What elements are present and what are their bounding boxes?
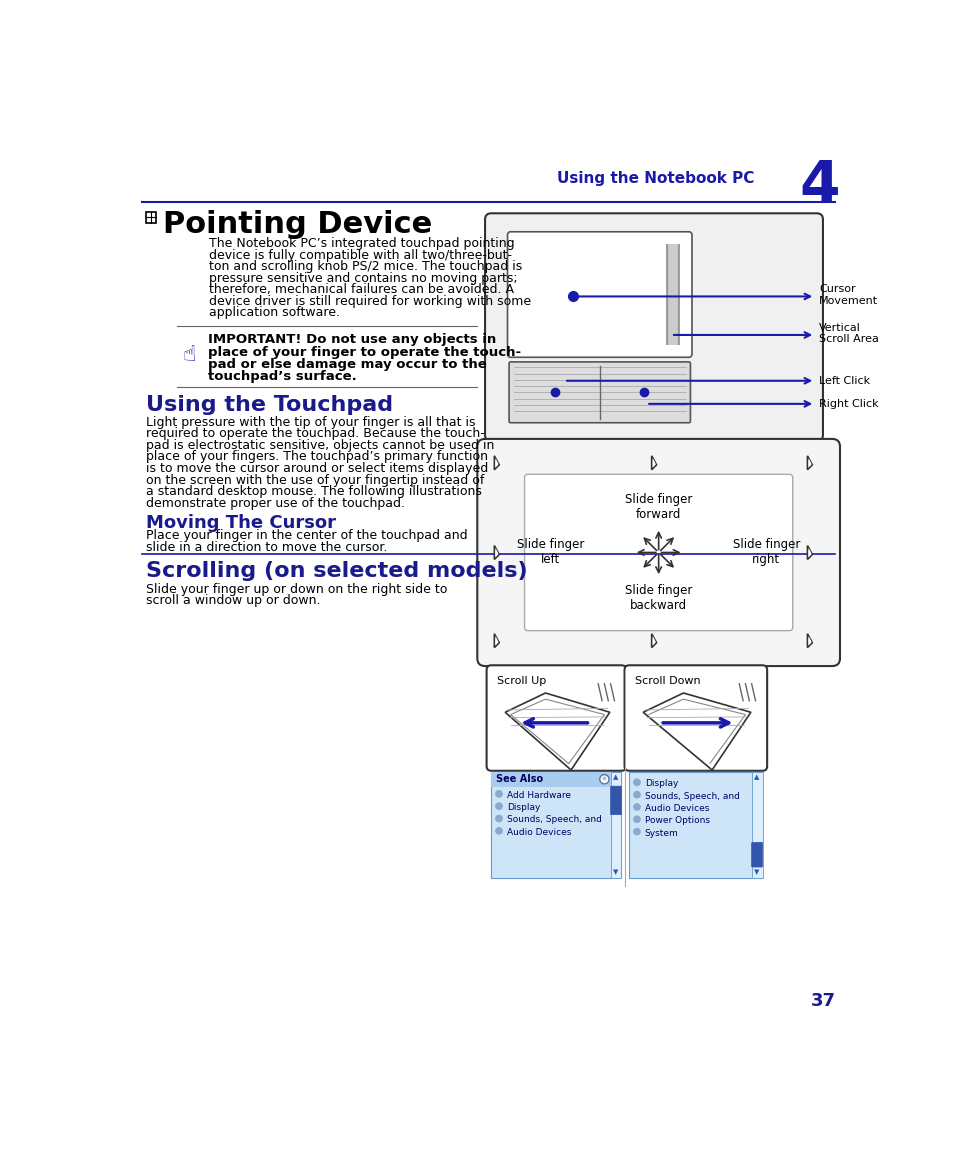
Text: ▲: ▲ — [613, 774, 618, 780]
Circle shape — [495, 790, 502, 798]
FancyBboxPatch shape — [624, 665, 766, 770]
Text: Scrolling (on selected models): Scrolling (on selected models) — [146, 560, 527, 581]
FancyBboxPatch shape — [484, 214, 822, 441]
Circle shape — [495, 803, 502, 810]
Bar — [629, 772, 761, 878]
Polygon shape — [495, 636, 498, 646]
Bar — [610, 772, 620, 878]
Text: Sounds, Speech, and: Sounds, Speech, and — [506, 815, 601, 825]
Text: Place your finger in the center of the touchpad and: Place your finger in the center of the t… — [146, 529, 467, 542]
Polygon shape — [808, 547, 811, 557]
Text: Light pressure with the tip of your finger is all that is: Light pressure with the tip of your fing… — [146, 416, 475, 429]
Polygon shape — [494, 456, 498, 470]
Bar — [491, 772, 620, 878]
FancyBboxPatch shape — [610, 787, 620, 814]
Text: ton and scrolling knob PS/2 mice. The touchpad is: ton and scrolling knob PS/2 mice. The to… — [209, 260, 522, 274]
FancyBboxPatch shape — [476, 439, 840, 666]
Circle shape — [633, 791, 640, 798]
FancyBboxPatch shape — [751, 842, 761, 867]
Text: The Notebook PC’s integrated touchpad pointing: The Notebook PC’s integrated touchpad po… — [209, 237, 515, 251]
Polygon shape — [652, 636, 655, 646]
Text: a standard desktop mouse. The following illustrations: a standard desktop mouse. The following … — [146, 485, 481, 498]
FancyBboxPatch shape — [486, 665, 625, 770]
Circle shape — [633, 828, 640, 835]
Text: therefore, mechanical failures can be avoided. A: therefore, mechanical failures can be av… — [209, 283, 514, 297]
FancyBboxPatch shape — [524, 475, 792, 631]
Text: Scroll Up: Scroll Up — [497, 676, 546, 686]
Text: Right Click: Right Click — [819, 398, 878, 409]
Text: pad or else damage may occur to the: pad or else damage may occur to the — [208, 358, 486, 371]
Text: Slide your finger up or down on the right side to: Slide your finger up or down on the righ… — [146, 583, 447, 596]
Text: Sounds, Speech, and: Sounds, Speech, and — [644, 791, 739, 800]
Polygon shape — [642, 693, 750, 770]
Text: Moving The Cursor: Moving The Cursor — [146, 514, 335, 531]
Text: Using the Notebook PC: Using the Notebook PC — [557, 171, 754, 186]
Text: Audio Devices: Audio Devices — [506, 828, 571, 836]
Text: ☝: ☝ — [183, 345, 196, 365]
Circle shape — [633, 815, 640, 824]
Text: See Also: See Also — [496, 774, 542, 784]
Text: Display: Display — [506, 803, 539, 812]
Text: Display: Display — [644, 780, 678, 788]
Polygon shape — [651, 456, 656, 470]
Text: Slide finger
forward: Slide finger forward — [624, 493, 692, 521]
Text: Audio Devices: Audio Devices — [644, 804, 708, 813]
Text: place of your fingers. The touchpad’s primary function: place of your fingers. The touchpad’s pr… — [146, 450, 487, 463]
Text: Power Options: Power Options — [644, 817, 709, 825]
Text: demonstrate proper use of the touchpad.: demonstrate proper use of the touchpad. — [146, 497, 404, 509]
Text: ▼: ▼ — [613, 870, 618, 875]
Polygon shape — [495, 459, 498, 468]
Polygon shape — [505, 693, 609, 770]
Text: Using the Touchpad: Using the Touchpad — [146, 395, 393, 415]
Circle shape — [599, 775, 608, 784]
Text: Scroll Down: Scroll Down — [635, 676, 700, 686]
Text: System: System — [644, 828, 678, 837]
Polygon shape — [652, 459, 655, 468]
Polygon shape — [808, 459, 811, 468]
Text: place of your finger to operate the touch-: place of your finger to operate the touc… — [208, 345, 520, 359]
Text: Cursor
Movement: Cursor Movement — [819, 284, 878, 306]
Text: scroll a window up or down.: scroll a window up or down. — [146, 595, 320, 608]
Text: Add Hardware: Add Hardware — [506, 791, 570, 799]
Bar — [491, 772, 610, 787]
Circle shape — [633, 803, 640, 811]
Polygon shape — [495, 547, 498, 557]
Text: pad is electrostatic sensitive, objects cannot be used in: pad is electrostatic sensitive, objects … — [146, 439, 494, 452]
Text: Slide finger
right: Slide finger right — [732, 538, 800, 566]
Text: Left Click: Left Click — [819, 375, 869, 386]
FancyBboxPatch shape — [507, 232, 691, 357]
Text: Pointing Device: Pointing Device — [162, 210, 432, 239]
Text: Slide finger
backward: Slide finger backward — [624, 584, 692, 612]
Polygon shape — [806, 456, 812, 470]
Circle shape — [495, 827, 502, 835]
Text: 4: 4 — [799, 158, 840, 215]
Text: Slide finger
left: Slide finger left — [517, 538, 584, 566]
Polygon shape — [651, 634, 656, 648]
Text: device is fully compatible with all two/three-but-: device is fully compatible with all two/… — [209, 248, 512, 262]
Text: required to operate the touchpad. Because the touch-: required to operate the touchpad. Becaus… — [146, 427, 484, 440]
Polygon shape — [494, 634, 498, 648]
Text: device driver is still required for working with some: device driver is still required for work… — [209, 295, 531, 308]
Text: IMPORTANT! Do not use any objects in: IMPORTANT! Do not use any objects in — [208, 334, 496, 346]
Text: «: « — [601, 775, 606, 784]
Text: ▲: ▲ — [754, 774, 759, 780]
Polygon shape — [808, 636, 811, 646]
Circle shape — [633, 778, 640, 787]
Text: ▼: ▼ — [754, 870, 759, 875]
Polygon shape — [494, 545, 498, 559]
Text: 37: 37 — [809, 992, 835, 1009]
Polygon shape — [806, 634, 812, 648]
Text: application software.: application software. — [209, 306, 340, 320]
Polygon shape — [806, 545, 812, 559]
FancyBboxPatch shape — [509, 362, 690, 423]
Bar — [146, 211, 156, 223]
Text: on the screen with the use of your fingertip instead of: on the screen with the use of your finge… — [146, 474, 483, 486]
Text: pressure sensitive and contains no moving parts;: pressure sensitive and contains no movin… — [209, 271, 517, 285]
Bar — [751, 772, 761, 878]
Text: slide in a direction to move the cursor.: slide in a direction to move the cursor. — [146, 541, 387, 553]
Text: touchpad’s surface.: touchpad’s surface. — [208, 371, 356, 383]
Circle shape — [495, 814, 502, 822]
Text: is to move the cursor around or select items displayed: is to move the cursor around or select i… — [146, 462, 487, 475]
Text: Vertical
Scroll Area: Vertical Scroll Area — [819, 322, 878, 344]
